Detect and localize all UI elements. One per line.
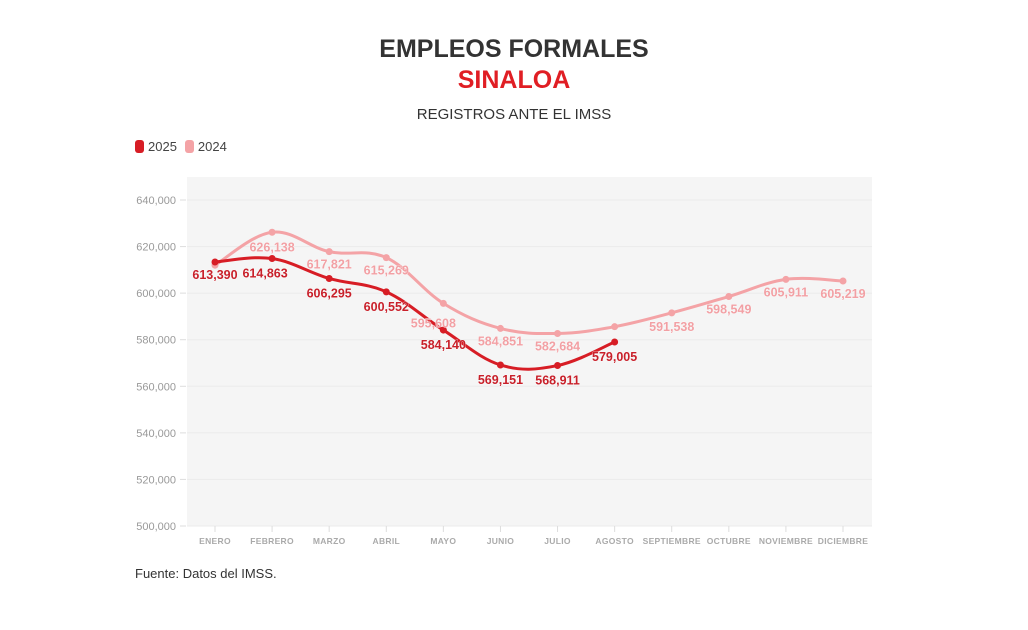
data-point-2025 [382, 288, 390, 296]
data-point-2024 [668, 309, 676, 317]
data-point-2024 [782, 275, 790, 283]
y-tick-label: 540,000 [136, 428, 176, 440]
data-label-2024: 617,821 [307, 258, 352, 272]
data-point-2025 [211, 258, 219, 266]
data-label-2024: 615,269 [364, 264, 409, 278]
x-tick-label: MARZO [313, 536, 346, 546]
data-label-2025: 569,151 [478, 373, 523, 387]
x-tick-label: NOVIEMBRE [759, 536, 813, 546]
x-tick-label: DICIEMBRE [818, 536, 868, 546]
data-point-2025 [611, 338, 619, 346]
data-label-2024: 598,549 [706, 303, 751, 317]
data-label-2024: 582,684 [535, 339, 580, 353]
x-tick-label: ENERO [199, 536, 231, 546]
x-tick-label: OCTUBRE [707, 536, 751, 546]
x-tick-label: FEBRERO [250, 536, 294, 546]
legend-item-2025[interactable]: 2025 [135, 139, 177, 154]
x-tick-label: AGOSTO [595, 536, 634, 546]
y-tick-label: 580,000 [136, 335, 176, 347]
data-label-2024: 626,138 [249, 240, 294, 254]
x-tick-label: SEPTIEMBRE [643, 536, 701, 546]
data-label-2024: 605,219 [820, 287, 865, 301]
x-tick-label: ABRIL [373, 536, 400, 546]
data-label-2025: 584,140 [421, 338, 466, 352]
data-label-2025: 614,863 [242, 267, 287, 281]
chart-title: EMPLEOS FORMALES [379, 35, 649, 63]
data-label-2025: 568,911 [535, 374, 580, 388]
data-point-2024 [725, 293, 733, 301]
legend-label-2024: 2024 [197, 139, 227, 154]
legend-label-2025: 2025 [148, 139, 177, 154]
x-tick-label: JULIO [544, 536, 571, 546]
data-point-2024 [439, 299, 447, 307]
y-tick-label: 600,000 [136, 288, 176, 300]
data-point-2024 [611, 323, 619, 331]
legend-item-2024[interactable]: 2024 [184, 139, 227, 154]
source-note: Fuente: Datos del IMSS. [135, 566, 277, 581]
data-point-2024 [325, 248, 333, 256]
data-point-2024 [496, 324, 504, 332]
data-label-2025: 600,552 [364, 300, 409, 314]
data-point-2025 [496, 361, 504, 369]
data-label-2024: 605,911 [764, 285, 809, 299]
y-tick-label: 520,000 [136, 474, 176, 486]
data-point-2024 [554, 329, 562, 337]
data-point-2024 [268, 228, 276, 236]
y-tick-label: 620,000 [136, 242, 176, 254]
plot-background [187, 177, 872, 526]
data-point-2024 [839, 277, 847, 285]
legend: 2025 2024 [135, 139, 235, 154]
data-label-2024: 584,851 [478, 334, 523, 348]
y-tick-label: 560,000 [136, 381, 176, 393]
legend-swatch-2025 [135, 140, 144, 153]
data-point-2025 [554, 362, 562, 370]
data-point-2025 [439, 326, 447, 334]
data-label-2025: 606,295 [307, 286, 352, 300]
y-tick-label: 640,000 [136, 195, 176, 207]
chart-subtitle: REGISTROS ANTE EL IMSS [416, 106, 612, 123]
legend-swatch-2024 [184, 140, 194, 153]
y-tick-label: 500,000 [136, 521, 176, 533]
data-point-2024 [382, 254, 390, 262]
x-tick-label: MAYO [430, 536, 456, 546]
data-point-2025 [268, 255, 276, 263]
data-label-2025: 613,390 [192, 268, 237, 282]
x-tick-label: JUNIO [487, 536, 515, 546]
series-line-2025 [213, 256, 617, 371]
data-label-2025: 579,005 [592, 350, 637, 364]
chart-region: SINALOA [457, 66, 571, 94]
data-label-2024: 591,538 [649, 320, 694, 334]
data-point-2025 [325, 274, 333, 282]
data-label-2024: 595,608 [411, 316, 456, 330]
